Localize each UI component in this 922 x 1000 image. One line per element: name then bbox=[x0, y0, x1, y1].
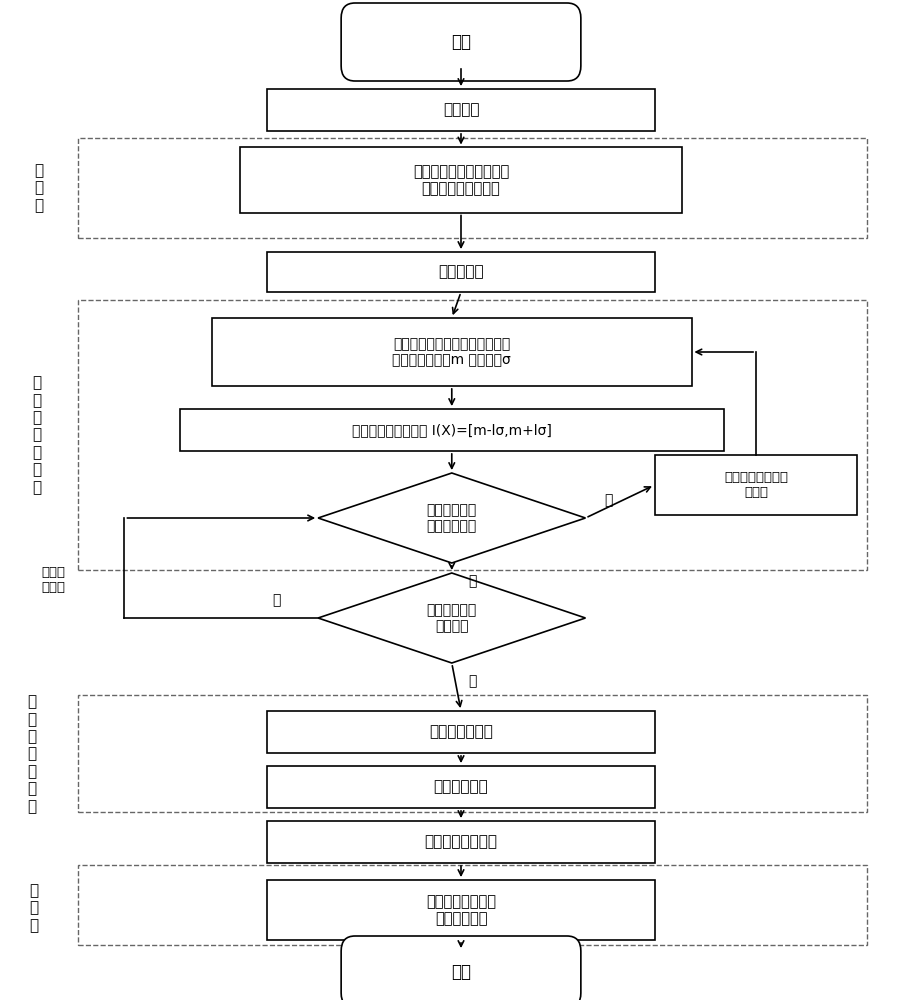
Bar bbox=[655, 455, 857, 515]
Bar bbox=[180, 409, 724, 451]
Text: 开始: 开始 bbox=[451, 33, 471, 51]
Bar bbox=[267, 821, 655, 863]
Text: 是: 是 bbox=[467, 674, 477, 688]
Text: 图像输入: 图像输入 bbox=[443, 103, 479, 117]
Bar bbox=[78, 138, 867, 238]
Bar bbox=[267, 252, 655, 292]
Text: 是否到达最大
迭代次数: 是否到达最大 迭代次数 bbox=[427, 603, 477, 633]
FancyBboxPatch shape bbox=[341, 3, 581, 81]
Bar bbox=[78, 865, 867, 945]
Bar bbox=[267, 766, 655, 808]
Bar bbox=[212, 318, 692, 386]
Text: 相邻像素点是
否在此范围内: 相邻像素点是 否在此范围内 bbox=[427, 503, 477, 533]
Polygon shape bbox=[318, 573, 585, 663]
Text: 自动选取阈值: 自动选取阈值 bbox=[433, 780, 489, 794]
Text: 否: 否 bbox=[467, 574, 477, 588]
Polygon shape bbox=[318, 473, 585, 563]
Text: 将此像素点包含入
该区域: 将此像素点包含入 该区域 bbox=[724, 471, 788, 499]
Text: 下一相
邻像素: 下一相 邻像素 bbox=[41, 566, 65, 594]
Text: 提取脑组织、去头骨头皮
偏差场校正、去噪声: 提取脑组织、去头骨头皮 偏差场校正、去噪声 bbox=[413, 164, 509, 196]
Bar bbox=[267, 711, 655, 753]
Text: 后
处
理: 后 处 理 bbox=[30, 883, 39, 933]
Text: 提
取
感
兴
趣
区
域: 提 取 感 兴 趣 区 域 bbox=[32, 375, 41, 495]
Text: 计
算
模
糊
亲
和
度: 计 算 模 糊 亲 和 度 bbox=[28, 694, 37, 814]
Text: 计算模糊亲和度: 计算模糊亲和度 bbox=[429, 724, 493, 740]
Text: 否: 否 bbox=[272, 593, 281, 607]
Bar bbox=[267, 89, 655, 131]
Text: 定义相似灰度的范围 I(X)=[m-lσ,m+lσ]: 定义相似灰度的范围 I(X)=[m-lσ,m+lσ] bbox=[352, 423, 551, 437]
Bar bbox=[78, 300, 867, 570]
Text: 获取种子点: 获取种子点 bbox=[438, 264, 484, 279]
FancyBboxPatch shape bbox=[341, 936, 581, 1000]
Bar bbox=[78, 695, 867, 812]
Text: 计算种子点周围邻域内灰度、梯
度属性的平均值m 、标准差σ: 计算种子点周围邻域内灰度、梯 度属性的平均值m 、标准差σ bbox=[393, 337, 511, 367]
Bar bbox=[267, 880, 655, 940]
Text: 洞穴填充法结合数
学形态学优化: 洞穴填充法结合数 学形态学优化 bbox=[426, 894, 496, 926]
Text: 是: 是 bbox=[604, 493, 613, 507]
Text: 初
始
化: 初 始 化 bbox=[34, 163, 43, 213]
Text: 结束: 结束 bbox=[451, 963, 471, 981]
Text: 提取丘脑目标区域: 提取丘脑目标区域 bbox=[424, 834, 498, 850]
Bar bbox=[240, 147, 682, 213]
